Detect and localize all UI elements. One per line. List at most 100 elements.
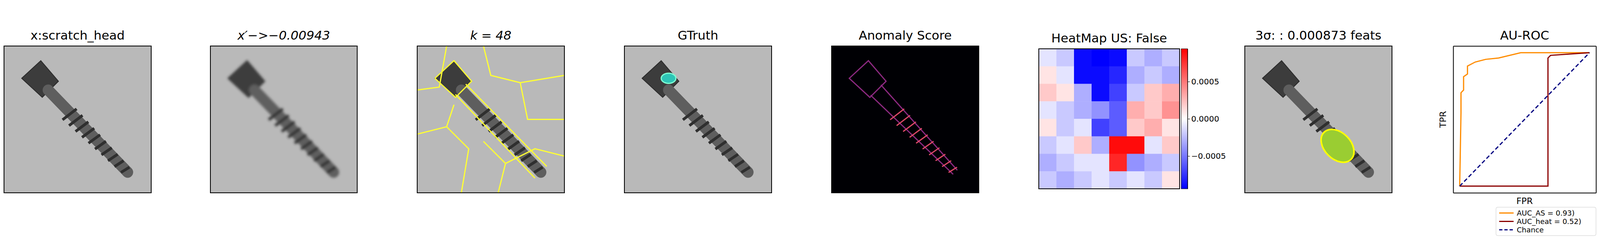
legend-label: Chance — [1516, 225, 1544, 234]
panel-title: Anomaly Score — [858, 28, 952, 43]
screw-thread — [314, 154, 324, 161]
panel: Anomaly Score — [831, 28, 979, 193]
image-content — [21, 60, 130, 173]
screw-thread — [722, 147, 733, 155]
image-background — [4, 46, 152, 193]
screw-thread — [301, 141, 312, 149]
panel: HeatMap US: False 0.0005 0.0000 −0.0005 — [1038, 30, 1226, 190]
colorbar-tick-label: 0.0000 — [1191, 114, 1220, 124]
axes-frame — [4, 46, 152, 193]
screw-thread — [294, 134, 307, 144]
heatmap-cell — [1126, 136, 1145, 154]
heatmap-cell — [1126, 171, 1145, 189]
heatmap-cell — [1109, 84, 1128, 102]
screw-thread — [929, 147, 940, 155]
axes-frame — [624, 46, 772, 193]
right-spine-line — [1596, 46, 1597, 194]
screw-thread — [682, 108, 697, 120]
screw — [1262, 60, 1370, 173]
heatmap-cell — [1038, 48, 1057, 67]
heatmap-cell — [1162, 136, 1180, 154]
top-spine-line — [1453, 46, 1597, 47]
screw-thread — [327, 167, 336, 173]
axes-frame — [1244, 46, 1392, 193]
heatmap-cell — [1056, 48, 1075, 67]
screw-thread — [696, 122, 709, 132]
heatmap-cell — [1126, 101, 1145, 119]
figure: x:scratch_headx′−>−0.00943k = 48GTruthAn… — [0, 0, 1600, 240]
screw-thread — [896, 115, 911, 126]
screw-thread — [916, 134, 928, 144]
screw-thread — [501, 134, 514, 144]
heatmap-cell — [1162, 171, 1180, 189]
panel-title: 3σ: : 0.000873 feats — [1255, 28, 1382, 43]
axes-frame — [1038, 48, 1180, 189]
heatmap-cell — [1056, 101, 1075, 119]
screw-edge — [870, 95, 954, 175]
screw-thread — [942, 160, 952, 167]
screw-shaft — [48, 90, 128, 173]
heatmap-cell — [1038, 154, 1057, 172]
heatmap-cell — [1144, 66, 1163, 84]
colorbar-tick-label: 0.0005 — [1191, 76, 1220, 87]
screw-thread — [734, 160, 744, 167]
heatmap-cell — [1144, 136, 1163, 154]
segment-boundary — [483, 46, 565, 83]
screw-thread — [75, 122, 89, 132]
screw-shaft — [1288, 90, 1369, 173]
plot-lines — [1459, 52, 1590, 187]
panel: AU-ROCFPRTPRAUC_AS = 0.93)AUC_heat = 0.5… — [1438, 28, 1597, 236]
legend: AUC_AS = 0.93)AUC_heat = 0.52)Chance — [1496, 207, 1596, 236]
screw-thread — [890, 108, 904, 120]
heatmap-cell — [1074, 136, 1092, 154]
heatmap-cell — [1126, 118, 1145, 137]
screw-thread — [708, 134, 721, 144]
heatmap-cell — [1144, 84, 1163, 102]
screw-thread — [307, 147, 318, 155]
screw-thread — [288, 128, 300, 138]
screw-thread — [320, 160, 330, 167]
legend-label: AUC_AS = 0.93) — [1516, 208, 1575, 218]
heatmap-cells — [1038, 48, 1180, 189]
heatmap-cell — [1091, 118, 1110, 137]
heatmap-cell — [1074, 154, 1092, 172]
image-background — [624, 46, 772, 193]
screw-thread — [1310, 115, 1324, 126]
colorbar-tick-mark — [1187, 118, 1190, 120]
top-spine — [1453, 46, 1597, 47]
screw-thread — [1355, 160, 1365, 167]
heatmap-cell — [1056, 136, 1075, 154]
segment-boundary — [434, 60, 472, 98]
screw-thread — [275, 115, 289, 126]
screw — [228, 60, 336, 173]
heatmap-cell — [1109, 171, 1128, 189]
screw-thread — [88, 134, 100, 144]
panel: 3σ: : 0.000873 feats — [1244, 28, 1392, 193]
heatmap-cell — [1126, 154, 1145, 172]
screw-thread — [935, 154, 946, 161]
heatmap-cell — [1074, 84, 1092, 102]
image-background — [1244, 46, 1392, 193]
image — [210, 46, 358, 193]
screw — [21, 60, 130, 173]
legend-swatch — [1499, 212, 1514, 214]
heatmap-cell — [1091, 101, 1110, 119]
screw-thread — [62, 108, 77, 120]
screw-thread — [268, 108, 283, 120]
colorbar-axis: 0.0005 0.0000 −0.0005 — [1187, 49, 1226, 190]
heatmap-cell — [1038, 171, 1057, 189]
panel-title: HeatMap US: False — [1051, 30, 1167, 46]
image — [1244, 46, 1392, 193]
heatmap-cell — [1126, 66, 1145, 84]
y-axis — [1453, 46, 1454, 194]
screw-thread — [69, 115, 83, 126]
legend-label: AUC_heat = 0.52) — [1516, 217, 1582, 226]
ground-truth-region — [661, 73, 676, 84]
roc-line — [1459, 52, 1590, 187]
screw-thread — [728, 154, 738, 161]
screw-shaft — [461, 90, 541, 173]
colorbar-tick: −0.0005 — [1187, 151, 1226, 161]
heatmap-cell — [1126, 48, 1145, 67]
heatmap-cell — [1074, 66, 1092, 84]
heatmap-cell — [1091, 84, 1110, 102]
